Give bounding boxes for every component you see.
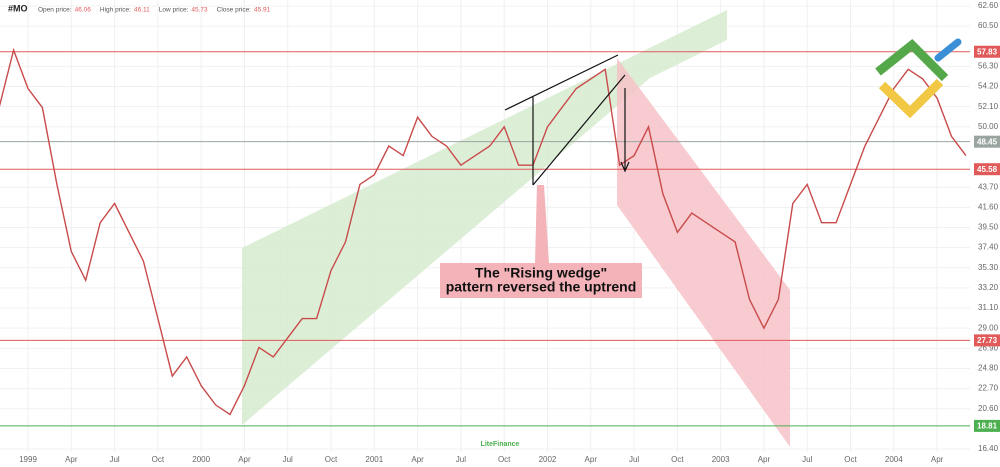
ohlc-value: 45.73 [191,7,208,14]
x-tick-label: Oct [498,455,511,464]
x-tick-label: Jul [802,455,812,464]
y-tick-label: 60.50 [978,21,999,30]
y-tick-label: 52.10 [978,102,999,111]
x-tick-label: Jul [456,455,466,464]
x-tick-label: Oct [671,455,684,464]
x-tick-label: 1999 [19,455,37,464]
arrow-head [620,161,630,173]
price [0,47,967,416]
downtrend-channel [617,58,790,447]
x-tick-label: Jul [629,455,639,464]
y-axis: 16.40 20.60 22.70 24.80 26.90 29.00 31.10 33.20… [978,1,999,453]
logo-green [875,38,949,82]
y-tick-label: 20.60 [978,404,999,413]
logo [875,38,962,119]
ohlc-label: Low price: [159,7,189,14]
level-label-box [974,45,1000,58]
wedge-lower [532,74,626,186]
y-tick-label: 24.80 [978,364,999,373]
wedge-upper [504,54,619,111]
ohlc-value: 46.11 [134,7,150,14]
y-tick-label: 62.60 [978,1,999,10]
x-tick-label: Oct [325,455,338,464]
y-tick-label: 50.00 [978,122,999,131]
level-label-box [974,419,1000,432]
logo-yellow [878,78,944,119]
axis-background [970,0,1000,467]
level-label: 45.58 [977,165,998,174]
x-tick-label: Oct [152,455,165,464]
symbol: #MO [8,3,28,13]
level-labels: 57.83 48.45 45.58 27.73 18.81 [974,45,1000,432]
y-tick-label: 39.50 [978,223,999,232]
levels [0,51,970,427]
x-tick-label: Apr [585,455,598,464]
uptrend-channel [242,10,727,425]
y-tick-label: 33.20 [978,283,999,292]
level-label: 48.45 [977,137,998,146]
y-tick-label: 54.20 [978,82,999,91]
callout-pointer [535,185,549,263]
x-tick-label: 2002 [539,455,557,464]
level-label-box [974,135,1000,148]
y-tick-label: 31.10 [978,303,999,312]
x-tick-label: 2004 [885,455,903,464]
y-tick-label: 41.60 [978,202,999,211]
x-tick-label: Jul [283,455,293,464]
callout-box [440,263,642,298]
ohlc-header: Open price: 46.06 High price: 46.11 Low pric… [38,7,271,14]
x-tick-label: Oct [844,455,857,464]
watermark: LiteFinance [481,441,520,448]
y-tick-label: 43.70 [978,182,999,191]
price-line [0,47,967,416]
y-tick-label: 16.40 [978,444,999,453]
x-tick-label: 2003 [712,455,730,464]
level-label-box [974,163,1000,176]
x-axis: 1999 Apr Jul Oct 2000 Apr Jul Oct 2001 Apr Jul Oct 2… [19,455,944,464]
y-tick-label: 56.30 [978,62,999,71]
x-tick-label: 2000 [192,455,210,464]
ohlc-label: Open price: [38,7,72,14]
ohlc-label: Close price: [217,7,252,14]
x-tick-label: Apr [411,455,424,464]
x-tick-label: 2001 [365,455,383,464]
y-tick-label: 22.70 [978,384,999,393]
ohlc-label: High price: [100,7,131,14]
y-tick-label: 35.30 [978,263,999,272]
wedge [504,54,630,186]
logo-blue [934,38,962,62]
x-tick-label: Apr [758,455,771,464]
ohlc-value: 46.06 [75,7,92,14]
level-label: 27.73 [977,336,998,345]
level-label: 57.83 [977,47,998,56]
x-tick-label: Apr [65,455,78,464]
level-label: 18.81 [977,422,998,431]
y-tick-label: 26.90 [978,343,999,352]
ohlc-value: 45.91 [254,7,271,14]
x-tick-label: Apr [931,455,944,464]
level-label-box [974,334,1000,347]
annotation-line: pattern reversed the uptrend [446,279,637,295]
x-tick-label: Apr [238,455,251,464]
annotation-line: The "Rising wedge" [475,265,607,281]
x-tick-label: Jul [109,455,119,464]
y-tick-label: 37.40 [978,243,999,252]
y-tick-label: 29.00 [978,323,999,332]
